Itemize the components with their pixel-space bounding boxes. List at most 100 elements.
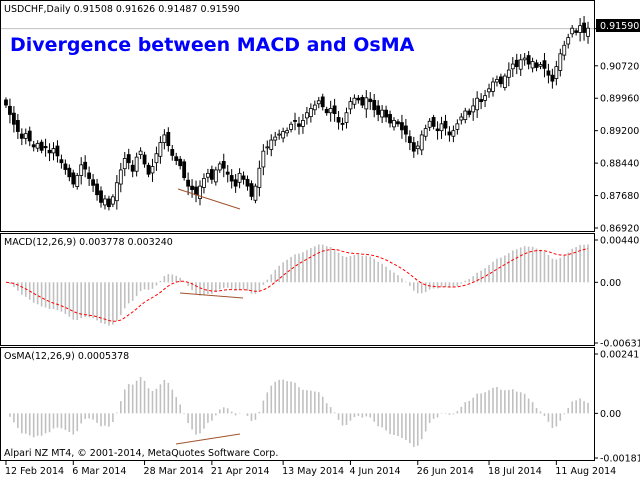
candle-body	[99, 190, 103, 203]
candle-body	[206, 172, 210, 178]
candle-body	[574, 30, 579, 33]
candle-body	[134, 156, 139, 172]
candle-body	[103, 198, 107, 206]
osma-histogram	[9, 377, 589, 447]
candle-body	[451, 130, 456, 137]
candle-body	[443, 120, 448, 129]
candle-body	[257, 167, 262, 188]
candle-body	[198, 185, 202, 199]
candle-body	[273, 136, 278, 141]
candle-body	[170, 149, 175, 156]
candle-body	[39, 141, 44, 151]
candle-body	[95, 183, 99, 196]
candle-body	[265, 146, 270, 149]
price-tick-label: 0.90720	[600, 61, 639, 72]
candle-body	[122, 158, 127, 170]
macd-tick-label: -0.006312	[600, 339, 640, 350]
candle-body	[202, 178, 206, 188]
candle-body	[11, 112, 16, 125]
candle-body	[400, 122, 404, 131]
candle-body	[59, 159, 64, 164]
candle-body	[506, 69, 511, 78]
candle-body	[558, 53, 563, 71]
candle-body	[324, 108, 329, 114]
macd-header: MACD(12,26,9) 0.003778 0.003240	[4, 237, 173, 248]
candle-body	[403, 125, 408, 135]
candle-body	[142, 154, 147, 165]
candle-body	[166, 131, 171, 147]
candle-body	[471, 105, 476, 113]
candle-body	[178, 158, 183, 167]
candle-body	[31, 144, 36, 148]
candle-body	[35, 143, 40, 149]
candle-body	[158, 142, 163, 157]
candle-body	[221, 161, 226, 169]
candle-body	[392, 120, 396, 128]
price-tick-label: 0.89960	[600, 94, 639, 105]
candle-body	[475, 97, 480, 111]
candle-body	[562, 44, 567, 56]
price-tick-label: 0.87680	[600, 191, 639, 202]
candle-body	[285, 130, 290, 134]
candle-body	[502, 75, 507, 88]
candle-body	[229, 175, 234, 182]
candle-body	[495, 79, 499, 83]
time-tick-label: 13 May 2014	[282, 466, 344, 477]
candle-body	[130, 164, 135, 172]
candle-body	[304, 112, 309, 119]
candle-body	[110, 196, 115, 205]
current-price-label: 0.91590	[600, 21, 639, 32]
candle-body	[186, 179, 191, 187]
candle-body	[107, 198, 111, 208]
price-tick-label: 0.89200	[600, 126, 639, 137]
candle-body	[261, 150, 266, 168]
candle-body	[320, 96, 325, 108]
candle-body	[518, 59, 523, 70]
candle-body	[301, 120, 305, 127]
candle-body	[522, 57, 527, 61]
candle-body	[510, 63, 515, 70]
candle-body	[269, 139, 274, 150]
candle-body	[344, 112, 349, 123]
time-tick-label: 11 Aug 2014	[555, 466, 616, 477]
macd-divergence-line	[179, 292, 244, 299]
price-pane	[0, 0, 595, 232]
osma-axis: 0.002411 0.00 -0.001813	[594, 350, 640, 465]
candle-body	[241, 175, 246, 180]
macd-tick-label: 0.00	[600, 278, 621, 289]
candle-body	[293, 120, 297, 122]
current-price-box	[596, 19, 640, 32]
candle-body	[514, 59, 519, 68]
candle-body	[499, 76, 503, 85]
candle-body	[75, 175, 80, 187]
candle-body	[182, 161, 187, 179]
candle-body	[162, 134, 167, 144]
candle-body	[582, 22, 586, 33]
candle-body	[8, 105, 12, 115]
candle-body	[332, 105, 337, 114]
candle-body	[213, 169, 218, 183]
candle-body	[419, 134, 424, 151]
candle-body	[217, 163, 222, 171]
candle-body	[245, 178, 250, 187]
candle-body	[388, 114, 392, 124]
candle-body	[87, 172, 92, 179]
price-divergence-line	[177, 188, 241, 210]
osma-header: OsMA(12,26,9) 0.0005378	[4, 351, 129, 362]
candle-body	[431, 117, 436, 127]
candle-body	[447, 131, 452, 136]
candle-body	[352, 97, 357, 105]
candle-body	[289, 123, 293, 130]
price-axis: 0.91590 0.90720 0.89960 0.89200 0.88440 0.876…	[594, 24, 639, 235]
candle-body	[209, 169, 214, 180]
macd-pane	[0, 233, 595, 346]
candle-body	[542, 60, 547, 69]
candle-body	[380, 109, 385, 118]
price-tick-label: 0.86920	[600, 224, 639, 235]
candle-body	[312, 104, 317, 111]
candle-body	[138, 150, 143, 155]
macd-tick-label: 0.004402	[600, 236, 640, 247]
candle-body	[479, 99, 484, 103]
candle-body	[277, 133, 282, 136]
candle-body	[566, 37, 571, 45]
